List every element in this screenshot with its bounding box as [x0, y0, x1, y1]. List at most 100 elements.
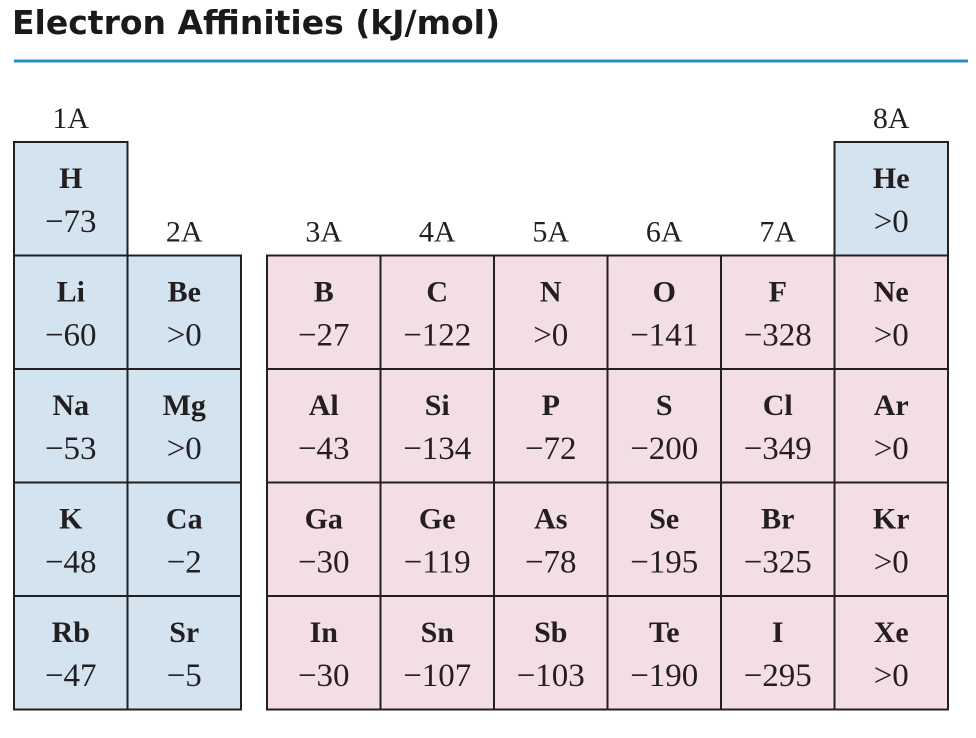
- electron-affinity: −295: [744, 658, 812, 694]
- element-symbol: S: [656, 389, 673, 422]
- element-cell: [379, 368, 495, 484]
- element-cell: [126, 254, 242, 370]
- group-label: 3A: [305, 216, 342, 249]
- element-symbol: Cl: [763, 389, 793, 422]
- electron-affinity: −78: [525, 545, 577, 581]
- element-symbol: Se: [649, 503, 679, 536]
- element-symbol: Rb: [52, 616, 90, 649]
- electron-affinity: −328: [744, 318, 812, 354]
- element-symbol: Si: [425, 389, 450, 422]
- electron-affinity: −53: [45, 431, 97, 467]
- element-cell: [266, 254, 382, 370]
- element-symbol: In: [310, 616, 339, 649]
- element-cell: [720, 254, 836, 370]
- element-cell: [379, 595, 495, 711]
- element-symbol: He: [873, 162, 910, 195]
- electron-affinity: >0: [167, 318, 202, 354]
- electron-affinity: −190: [630, 658, 698, 694]
- title: Electron Affinities (kJ/mol): [12, 3, 500, 42]
- element-cell: [606, 595, 722, 711]
- electron-affinity: −72: [525, 431, 577, 467]
- element-symbol: Ga: [305, 503, 343, 536]
- element-cell: [126, 481, 242, 597]
- element-symbol: Ar: [874, 389, 909, 422]
- electron-affinity: −200: [630, 431, 698, 467]
- electron-affinity: −107: [403, 658, 471, 694]
- element-cell: [13, 254, 129, 370]
- group-label: 8A: [873, 102, 910, 135]
- electron-affinity: −30: [298, 658, 350, 694]
- electron-affinity: >0: [533, 318, 568, 354]
- electron-affinity: −119: [404, 545, 471, 581]
- element-symbol: Br: [761, 503, 794, 536]
- element-symbol: C: [426, 276, 448, 309]
- electron-affinity: >0: [874, 431, 909, 467]
- element-cell: [126, 595, 242, 711]
- element-cell: [266, 595, 382, 711]
- element-symbol: Na: [52, 389, 89, 422]
- element-symbol: As: [534, 503, 567, 536]
- electron-affinity: >0: [167, 431, 202, 467]
- element-cell: [720, 368, 836, 484]
- element-symbol: Ca: [166, 503, 203, 536]
- element-cell: [379, 254, 495, 370]
- electron-affinity: >0: [874, 318, 909, 354]
- element-symbol: N: [540, 276, 562, 309]
- element-symbol: Al: [309, 389, 339, 422]
- element-symbol: Kr: [873, 503, 910, 536]
- element-symbol: P: [542, 389, 560, 422]
- element-symbol: Be: [168, 276, 201, 309]
- element-cell: [833, 595, 949, 711]
- element-cell: [493, 368, 609, 484]
- electron-affinity: −103: [517, 658, 585, 694]
- electron-affinity: −73: [45, 204, 97, 240]
- element-cell: [493, 254, 609, 370]
- element-symbol: Ne: [874, 276, 909, 309]
- element-cell: [833, 481, 949, 597]
- element-cell: [720, 595, 836, 711]
- element-symbol: K: [59, 503, 83, 536]
- element-cell: [606, 481, 722, 597]
- electron-affinity: −43: [298, 431, 350, 467]
- element-symbol: I: [772, 616, 784, 649]
- electron-affinity: −27: [298, 318, 350, 354]
- element-symbol: B: [314, 276, 334, 309]
- group-label: 4A: [419, 216, 456, 249]
- element-symbol: Sr: [169, 616, 199, 649]
- element-cell: [720, 481, 836, 597]
- element-cell: [493, 595, 609, 711]
- element-cell: [833, 141, 949, 257]
- element-symbol: Xe: [874, 616, 909, 649]
- electron-affinity: −60: [45, 318, 97, 354]
- group-label: 7A: [759, 216, 796, 249]
- group-label: 2A: [166, 216, 203, 249]
- element-cell: [833, 254, 949, 370]
- electron-affinity: −30: [298, 545, 350, 581]
- element-symbol: F: [769, 276, 787, 309]
- element-symbol: Sb: [534, 616, 567, 649]
- element-symbol: H: [59, 162, 82, 195]
- element-symbol: Sn: [421, 616, 455, 649]
- electron-affinity: −195: [630, 545, 698, 581]
- element-symbol: Te: [649, 616, 680, 649]
- electron-affinity: −48: [45, 545, 97, 581]
- element-symbol: O: [653, 276, 676, 309]
- electron-affinity: >0: [874, 545, 909, 581]
- electron-affinity: −122: [403, 318, 471, 354]
- electron-affinity: −349: [744, 431, 812, 467]
- element-cell: [126, 368, 242, 484]
- electron-affinity: −47: [45, 658, 97, 694]
- element-symbol: Li: [57, 276, 85, 309]
- group-label: 5A: [532, 216, 569, 249]
- group-label: 1A: [52, 102, 89, 135]
- electron-affinity: −2: [167, 545, 202, 581]
- electron-affinity: −141: [630, 318, 698, 354]
- element-cell: [266, 368, 382, 484]
- electron-affinity: >0: [874, 204, 909, 240]
- element-symbol: Ge: [419, 503, 456, 536]
- element-cell: [833, 368, 949, 484]
- electron-affinity: >0: [874, 658, 909, 694]
- electron-affinity: −5: [167, 658, 202, 694]
- element-symbol: Mg: [163, 389, 206, 422]
